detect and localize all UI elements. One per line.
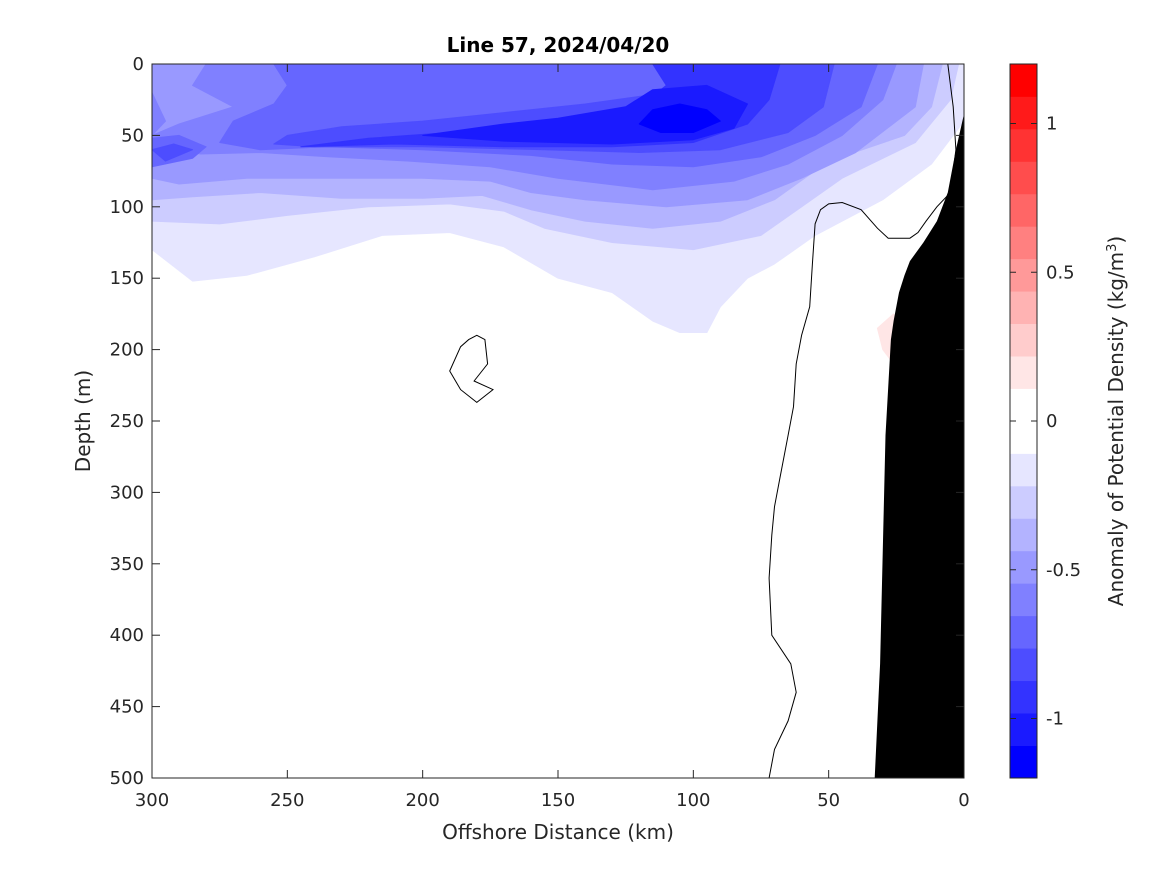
contour-band-minus-0p5 xyxy=(152,64,166,136)
contour-line-zero xyxy=(768,64,957,778)
colorbar-swatch xyxy=(1010,291,1037,325)
colorbar-swatch xyxy=(1010,258,1037,292)
bathymetry-shape xyxy=(874,114,964,778)
colorbar-swatch xyxy=(1010,128,1037,162)
colorbar-swatch xyxy=(1010,161,1037,195)
colorbar-swatch xyxy=(1010,518,1037,552)
y-tick-label: 350 xyxy=(110,554,144,575)
seafloor-bathymetry xyxy=(874,114,964,778)
colorbar-swatch xyxy=(1010,485,1037,519)
colorbar-swatch xyxy=(1010,193,1037,227)
colorbar-tick-label: -0.5 xyxy=(1046,560,1081,581)
y-axis-label: Depth (m) xyxy=(71,370,95,472)
x-tick-label: 0 xyxy=(958,790,969,811)
colorbar-swatch xyxy=(1010,226,1037,260)
y-tick-label: 500 xyxy=(110,768,144,789)
colorbar-swatch xyxy=(1010,96,1037,130)
x-tick-label: 150 xyxy=(541,790,575,811)
x-tick-label: 100 xyxy=(676,790,710,811)
y-tick-label: 200 xyxy=(110,340,144,361)
colorbar-swatch xyxy=(1010,421,1037,454)
y-tick-label: 250 xyxy=(110,411,144,432)
y-tick-label: 300 xyxy=(110,482,144,503)
x-tick-label: 200 xyxy=(405,790,439,811)
colorbar-tick-label: 1 xyxy=(1046,114,1057,135)
y-tick-label: 100 xyxy=(110,197,144,218)
colorbar-tick-label: -1 xyxy=(1046,709,1064,730)
x-tick-label: 50 xyxy=(817,790,840,811)
colorbar-swatch xyxy=(1010,356,1037,389)
colorbar-tick-label: 0 xyxy=(1046,411,1057,432)
colorbar-swatch xyxy=(1010,388,1037,422)
colorbar-swatch xyxy=(1010,648,1037,682)
colorbar-swatch xyxy=(1010,64,1037,97)
contour-band-minus-0p7 xyxy=(152,143,194,162)
colorbar-tick-label: 0.5 xyxy=(1046,262,1075,283)
colorbar: 1 0.5 0 -0.5 -1 xyxy=(1009,63,1081,779)
x-axis-label: Offshore Distance (km) xyxy=(442,820,674,844)
y-tick-label: 50 xyxy=(121,125,144,146)
colorbar-swatch xyxy=(1010,323,1037,357)
x-axis: 300 250 200 150 100 50 0 xyxy=(135,64,970,811)
x-tick-label: 250 xyxy=(270,790,304,811)
colorbar-swatch xyxy=(1010,680,1037,714)
y-tick-label: 150 xyxy=(110,268,144,289)
contour-line-zero xyxy=(449,334,494,404)
y-axis: 0 50 100 150 200 250 300 350 400 450 500 xyxy=(110,54,964,789)
contour-band-minus-1 xyxy=(638,103,721,133)
colorbar-label: Anomaly of Potential Density (kg/m3) xyxy=(1104,236,1128,606)
zero-contour-lines xyxy=(449,64,957,778)
colorbar-swatch xyxy=(1010,583,1037,617)
y-tick-label: 450 xyxy=(110,697,144,718)
chart-title: Line 57, 2024/04/20 xyxy=(447,33,670,57)
contour-fill-layers xyxy=(152,64,964,365)
y-tick-label: 400 xyxy=(110,625,144,646)
colorbar-swatch xyxy=(1010,550,1037,584)
colorbar-swatch xyxy=(1010,615,1037,649)
colorbar-swatch xyxy=(1010,453,1037,487)
y-tick-label: 0 xyxy=(133,54,144,75)
x-tick-label: 300 xyxy=(135,790,169,811)
colorbar-swatch xyxy=(1010,745,1037,779)
